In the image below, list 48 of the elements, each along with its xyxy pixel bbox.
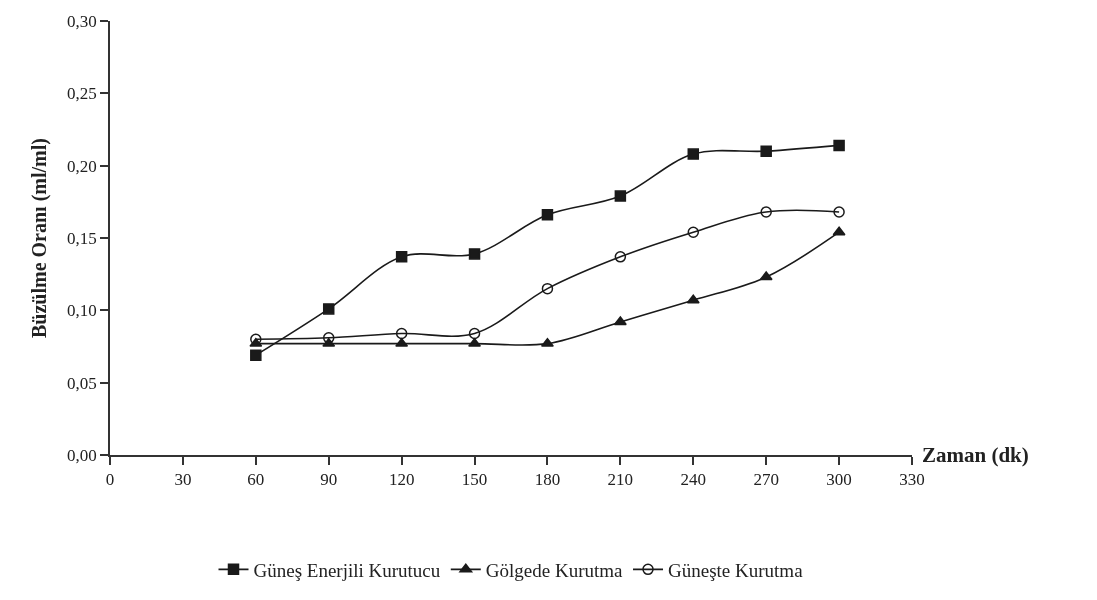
legend-label: Güneşte Kurutma <box>668 559 804 581</box>
point <box>759 271 773 281</box>
x-tick-label: 60 <box>247 470 265 490</box>
point <box>250 349 262 361</box>
x-tick-label: 330 <box>899 470 925 490</box>
point <box>395 337 409 347</box>
y-tick-label: 0,25 <box>67 84 97 104</box>
point <box>832 226 846 236</box>
point <box>760 206 772 218</box>
legend-label: Güneş Enerjili Kurutucu <box>253 559 441 581</box>
x-tick-label: 180 <box>534 470 561 490</box>
x-tick-label: 270 <box>753 470 779 490</box>
point <box>686 294 700 304</box>
x-tick-label: 150 <box>461 470 488 490</box>
point <box>614 251 627 263</box>
point <box>760 145 772 157</box>
point <box>613 316 627 326</box>
point <box>322 303 335 315</box>
point <box>687 226 700 238</box>
x-tick-label: 210 <box>607 470 634 490</box>
x-tick-label: 300 <box>826 470 852 490</box>
point <box>468 337 482 347</box>
y-tick-label: 0,10 <box>67 301 97 321</box>
point <box>614 190 627 202</box>
point <box>541 282 554 295</box>
point <box>395 251 408 263</box>
point <box>687 148 700 160</box>
point <box>833 139 845 152</box>
y-tick-label: 0,20 <box>67 156 97 176</box>
y-tick-label: 0,30 <box>67 11 97 31</box>
point <box>833 206 845 218</box>
point <box>540 337 554 347</box>
x-axis-title: Zaman (dk) <box>922 443 1029 467</box>
y-axis-title: Büzülme Oranı (ml/ml) <box>28 138 52 338</box>
y-tick-label: 0,05 <box>67 373 97 393</box>
x-tick-label: 240 <box>680 470 707 490</box>
y-tick-label: 0,00 <box>67 445 97 465</box>
y-tick-label: 0,15 <box>67 228 97 248</box>
point <box>541 209 554 221</box>
x-tick-label: 0 <box>105 470 115 490</box>
point <box>468 248 481 260</box>
x-tick-label: 120 <box>388 470 415 490</box>
point <box>468 327 481 340</box>
x-tick-label: 30 <box>174 470 192 490</box>
legend-label: Gölgede Kurutma <box>485 559 624 581</box>
x-tick-label: 90 <box>320 470 338 490</box>
point <box>322 332 335 344</box>
point <box>395 327 408 340</box>
